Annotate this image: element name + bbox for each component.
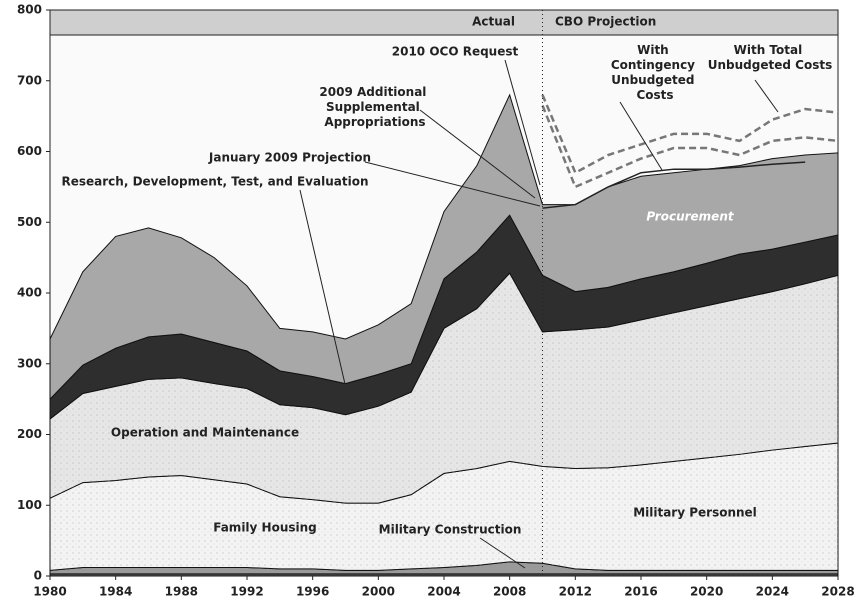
y-tick-label: 600 [17,144,42,158]
x-tick-label: 2020 [690,585,723,599]
annotation: Research, Development, Test, and Evaluat… [62,175,369,189]
x-tick-label: 2004 [427,585,460,599]
x-tick-label: 1996 [296,585,329,599]
annotation: With Contingency Unbudgeted Costs [611,43,699,102]
y-tick-label: 300 [17,356,42,370]
leader-line [479,537,526,569]
leader-line [299,189,346,385]
y-tick-label: 0 [34,569,42,583]
annotation: Actual [472,15,515,29]
annotation: January 2009 Projection [208,151,371,165]
overlay-line [541,105,839,189]
overlay-line [542,161,806,209]
overlay-line [541,94,839,175]
y-tick-label: 800 [17,3,42,17]
y-tick-label: 700 [17,73,42,87]
y-tick-label: 200 [17,427,42,441]
leader-line [619,101,663,171]
annotation: Operation and Maintenance [111,426,299,440]
x-tick-label: 2016 [624,585,657,599]
annotation: With Total Unbudgeted Costs [708,43,832,72]
y-tick-label: 100 [17,498,42,512]
annotation: Military Personnel [633,506,757,520]
x-tick-label: 1984 [99,585,132,599]
y-tick-label: 400 [17,286,42,300]
annotation: Procurement [646,210,734,224]
leader-line [364,161,541,207]
annotation: Military Construction [379,523,522,537]
x-tick-label: 2024 [756,585,789,599]
leader-line [504,59,541,186]
area-texture [50,273,838,504]
annotation: 2010 OCO Request [392,45,519,59]
annotation: CBO Projection [555,15,656,29]
annotation: 2009 Additional Supplemental Appropriati… [319,85,430,129]
x-tick-label: 1988 [165,585,198,599]
x-tick-label: 2012 [559,585,592,599]
x-tick-label: 2000 [362,585,395,599]
y-tick-label: 500 [17,215,42,229]
leader-line [419,109,536,199]
area [49,93,839,401]
x-tick-label: 1980 [33,585,66,599]
x-tick-label: 1992 [230,585,263,599]
leader-line [754,79,779,113]
area-texture [50,442,838,571]
annotation: Family Housing [213,521,317,535]
x-tick-label: 2008 [493,585,526,599]
header-band [49,9,839,36]
x-tick-label: 2028 [821,585,854,599]
